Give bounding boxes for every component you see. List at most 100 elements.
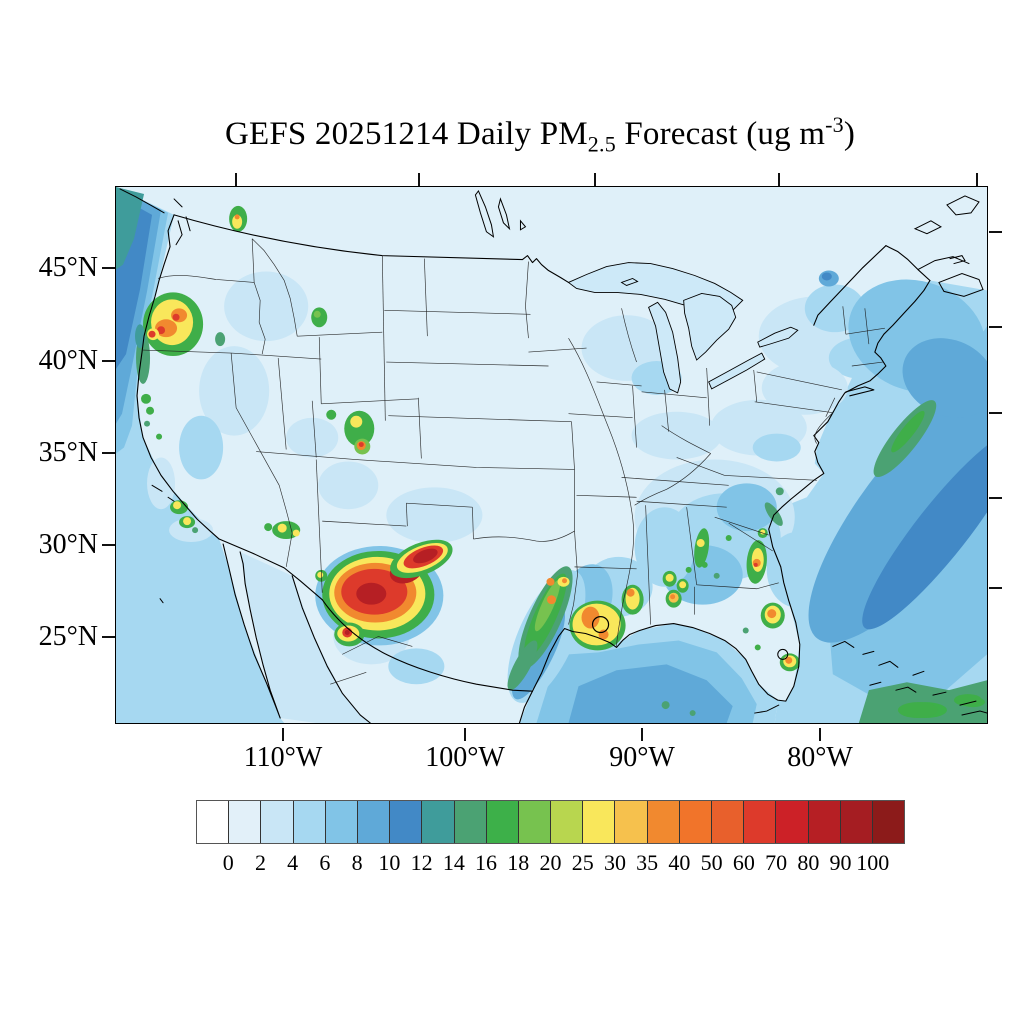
colorbar-tick-label: 14 — [442, 850, 465, 875]
pm-region — [785, 656, 793, 664]
lat-label: 25°N — [38, 621, 98, 652]
west-coast — [136, 214, 220, 540]
lat-label: 35°N — [38, 437, 98, 468]
colorbar-cell — [871, 801, 905, 843]
lake-okeechobee — [777, 648, 789, 660]
colorbar-tick-label: 40 — [668, 850, 691, 875]
colorbar-cell — [678, 801, 711, 843]
title-subscript: 2.5 — [587, 131, 616, 157]
colorbar-cell — [614, 801, 647, 843]
colorbar-tick-label: 16 — [475, 850, 498, 875]
lon-tick — [819, 728, 821, 741]
lat-label: 45°N — [38, 252, 98, 283]
lat-tick — [102, 544, 115, 546]
pm-region — [716, 483, 777, 532]
pm-region — [386, 487, 483, 544]
colorbar-tick-label: 10 — [378, 850, 401, 875]
pm-region — [318, 461, 379, 510]
lat-tick — [102, 360, 115, 362]
colorbar-tick-label: 80 — [797, 850, 820, 875]
colorbar-tick-label: 35 — [636, 850, 659, 875]
pm-region — [902, 338, 987, 418]
colorbar-cell — [775, 801, 808, 843]
lon-label: 100°W — [425, 742, 505, 773]
pm-region — [286, 417, 339, 458]
lat-label: 30°N — [38, 529, 98, 560]
lake-winnipeg — [474, 189, 495, 238]
pm-region — [634, 507, 695, 587]
pm-region — [694, 528, 710, 568]
colorbar-cell — [485, 801, 518, 843]
colorbar-tick-label: 0 — [222, 850, 234, 875]
prince-edward-island — [949, 255, 966, 265]
pm-region — [326, 409, 337, 420]
colorbar-tick-label: 2 — [254, 850, 266, 875]
pm-region — [183, 517, 192, 526]
mexico-mainland-coast — [291, 575, 371, 723]
pm-region — [148, 330, 156, 338]
florida-keys — [754, 704, 780, 714]
colorbar-tick-label: 6 — [319, 850, 331, 875]
pm-region — [752, 433, 801, 462]
rio-grande — [321, 599, 534, 692]
pm-region — [767, 609, 777, 619]
pm-region — [277, 523, 287, 533]
lake-huron — [683, 292, 737, 361]
colorbar-tick-label: 60 — [732, 850, 755, 875]
nova-scotia — [938, 272, 984, 297]
pm-region — [670, 594, 676, 600]
pm-region — [897, 702, 938, 719]
long-island — [845, 386, 875, 397]
pm-region — [689, 710, 696, 717]
colorbar-tick-label: 4 — [287, 850, 299, 875]
pm-region — [862, 430, 987, 630]
pm-region — [626, 588, 635, 597]
pm-region — [135, 324, 146, 349]
title-end: ) — [843, 116, 856, 152]
colorbar-tick-label: 20 — [539, 850, 562, 875]
pm-region — [764, 502, 783, 526]
pm-region — [147, 457, 176, 510]
pm-region — [156, 433, 163, 440]
colorbar-tick-label: 50 — [700, 850, 723, 875]
pm-region — [534, 580, 561, 632]
maine-canada-coast — [885, 245, 931, 282]
pm-region — [581, 606, 600, 629]
lake-erie — [708, 352, 766, 390]
contour-ring — [591, 615, 610, 634]
baja-california — [222, 543, 281, 719]
colorbar-tick-label: 70 — [765, 850, 788, 875]
pm-region — [754, 644, 761, 651]
lat-tick-right — [989, 587, 1002, 589]
isle-royale — [620, 277, 639, 286]
coastlines — [136, 214, 931, 723]
colorbar-cell — [453, 801, 486, 843]
pm-region — [317, 571, 324, 578]
new-brunswick — [917, 256, 970, 271]
lon-tick — [464, 728, 466, 741]
st-lawrence-border — [813, 245, 887, 326]
pm-region — [344, 630, 350, 635]
pm-region — [775, 487, 784, 496]
pm-region — [742, 627, 749, 634]
pm-region — [546, 577, 555, 586]
channel-islands — [151, 484, 163, 492]
colorbar-cell — [421, 801, 454, 843]
pacific-ocean-fills — [116, 187, 371, 723]
pm-region — [215, 332, 226, 347]
lon-label: 80°W — [787, 742, 853, 773]
bahamas — [832, 640, 855, 648]
pm-region — [562, 578, 568, 584]
lat-tick-right — [989, 412, 1002, 414]
lon-tick-top — [778, 173, 780, 186]
pm-region — [173, 501, 182, 510]
pm-region — [141, 393, 152, 404]
pm-region — [753, 562, 758, 567]
pm-region — [356, 582, 387, 605]
title-main: GEFS 20251214 Daily PM — [224, 116, 588, 152]
pm-region — [761, 361, 848, 415]
lon-tick-top — [594, 173, 596, 186]
pm-region — [172, 313, 180, 321]
pm-region — [234, 214, 240, 220]
